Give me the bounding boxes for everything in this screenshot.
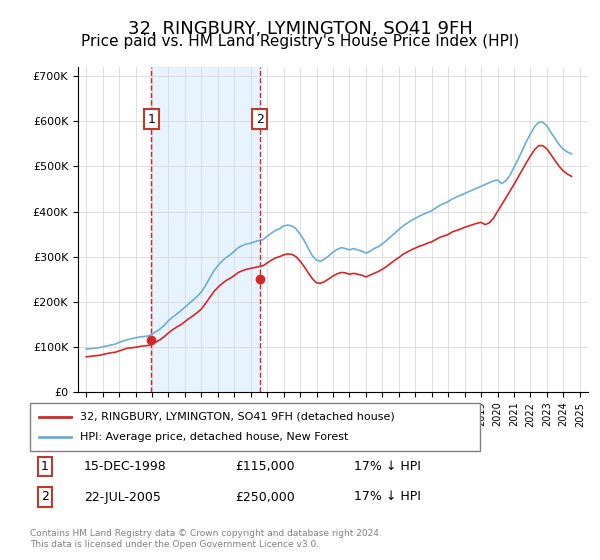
Text: Contains HM Land Registry data © Crown copyright and database right 2024.
This d: Contains HM Land Registry data © Crown c… bbox=[30, 529, 382, 549]
Text: Price paid vs. HM Land Registry's House Price Index (HPI): Price paid vs. HM Land Registry's House … bbox=[81, 34, 519, 49]
Text: 17% ↓ HPI: 17% ↓ HPI bbox=[354, 460, 421, 473]
FancyBboxPatch shape bbox=[30, 403, 480, 451]
Text: 32, RINGBURY, LYMINGTON, SO41 9FH: 32, RINGBURY, LYMINGTON, SO41 9FH bbox=[128, 20, 472, 38]
Text: 15-DEC-1998: 15-DEC-1998 bbox=[84, 460, 167, 473]
Text: 1: 1 bbox=[148, 113, 155, 125]
Text: HPI: Average price, detached house, New Forest: HPI: Average price, detached house, New … bbox=[79, 432, 348, 442]
Text: 32, RINGBURY, LYMINGTON, SO41 9FH (detached house): 32, RINGBURY, LYMINGTON, SO41 9FH (detac… bbox=[79, 412, 394, 422]
Text: 1: 1 bbox=[41, 460, 49, 473]
Text: £115,000: £115,000 bbox=[235, 460, 295, 473]
Text: 2: 2 bbox=[41, 491, 49, 503]
Text: 2: 2 bbox=[256, 113, 264, 125]
Bar bbox=[151, 67, 260, 392]
Text: £250,000: £250,000 bbox=[235, 491, 295, 503]
Text: 17% ↓ HPI: 17% ↓ HPI bbox=[354, 491, 421, 503]
Text: 22-JUL-2005: 22-JUL-2005 bbox=[84, 491, 161, 503]
